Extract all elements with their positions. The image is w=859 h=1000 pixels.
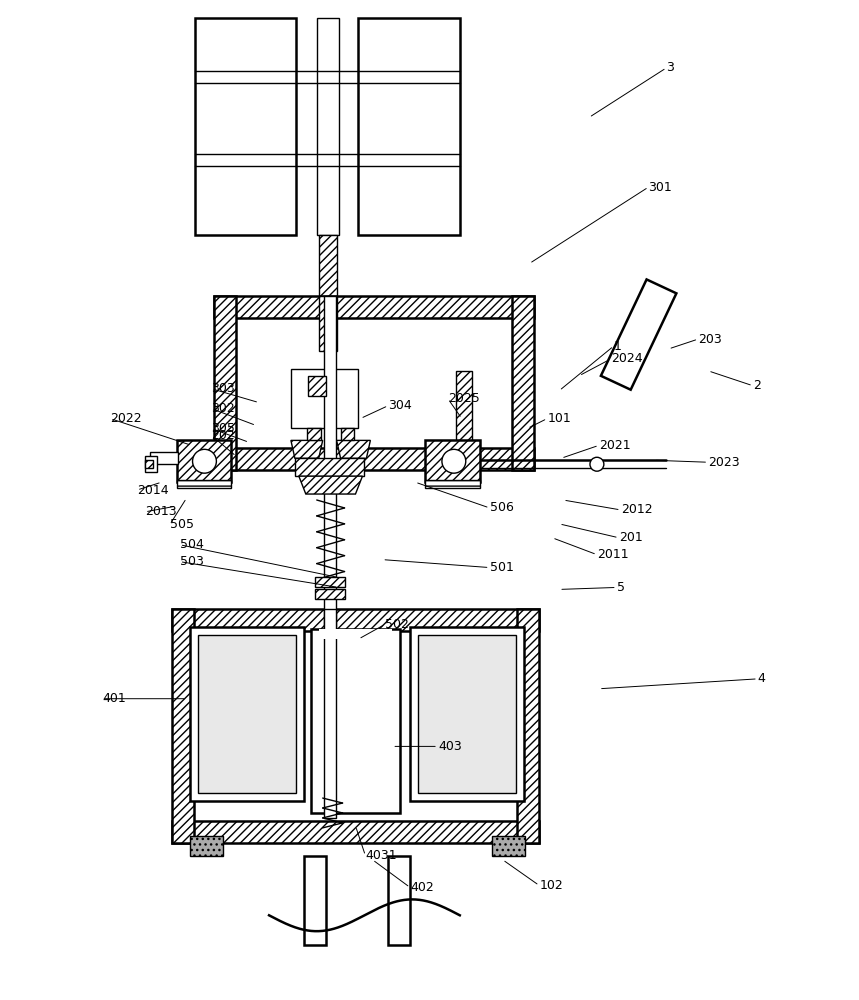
Text: 4031: 4031 bbox=[365, 849, 397, 862]
Bar bbox=[324, 296, 336, 674]
Bar bbox=[314, 577, 344, 587]
Text: 102: 102 bbox=[539, 879, 563, 892]
Bar bbox=[190, 836, 223, 856]
Text: 506: 506 bbox=[490, 501, 514, 514]
Polygon shape bbox=[337, 440, 370, 458]
Polygon shape bbox=[601, 279, 676, 390]
Bar bbox=[418, 635, 516, 793]
Text: 403: 403 bbox=[438, 740, 461, 753]
Bar bbox=[517, 609, 539, 843]
Bar bbox=[177, 440, 231, 482]
Text: 201: 201 bbox=[618, 531, 643, 544]
Bar bbox=[319, 629, 393, 639]
Text: 203: 203 bbox=[698, 333, 722, 346]
Bar bbox=[314, 589, 344, 599]
Bar bbox=[358, 18, 460, 235]
Bar bbox=[149, 452, 178, 464]
Circle shape bbox=[192, 449, 216, 473]
Bar bbox=[319, 296, 337, 351]
Bar bbox=[198, 635, 295, 793]
Text: 4: 4 bbox=[758, 672, 765, 685]
Bar bbox=[193, 631, 517, 821]
Bar bbox=[425, 440, 479, 482]
Bar bbox=[410, 627, 524, 801]
Bar bbox=[177, 480, 231, 488]
Bar bbox=[307, 428, 320, 440]
Bar bbox=[308, 376, 326, 396]
Text: 2024: 2024 bbox=[611, 352, 643, 365]
Bar bbox=[388, 856, 410, 945]
Text: 2025: 2025 bbox=[448, 392, 479, 405]
Text: 2011: 2011 bbox=[597, 548, 629, 561]
Text: 501: 501 bbox=[490, 561, 514, 574]
Bar bbox=[319, 637, 393, 806]
Bar bbox=[340, 428, 355, 440]
Bar bbox=[425, 480, 479, 488]
Text: 101: 101 bbox=[547, 412, 571, 425]
Text: 1: 1 bbox=[614, 340, 622, 353]
Text: 302: 302 bbox=[211, 402, 235, 415]
Text: 303: 303 bbox=[211, 382, 235, 395]
Bar bbox=[145, 456, 157, 472]
Text: 3: 3 bbox=[667, 61, 674, 74]
Text: 5: 5 bbox=[617, 581, 624, 594]
Bar bbox=[291, 369, 358, 428]
Text: 2023: 2023 bbox=[708, 456, 740, 469]
Bar bbox=[319, 235, 337, 296]
Text: 202: 202 bbox=[211, 429, 235, 442]
Bar bbox=[513, 296, 534, 470]
Bar bbox=[295, 458, 364, 476]
Text: 503: 503 bbox=[180, 555, 204, 568]
Text: 504: 504 bbox=[180, 538, 204, 551]
Bar bbox=[190, 627, 304, 801]
Text: 401: 401 bbox=[102, 692, 126, 705]
Bar bbox=[172, 609, 193, 843]
Text: 502: 502 bbox=[386, 618, 409, 631]
Bar bbox=[215, 296, 236, 470]
Text: 2014: 2014 bbox=[137, 484, 168, 497]
Bar bbox=[324, 609, 336, 818]
Text: 505: 505 bbox=[170, 518, 193, 531]
Bar bbox=[311, 629, 400, 813]
Circle shape bbox=[442, 449, 466, 473]
Bar bbox=[215, 296, 534, 318]
Bar bbox=[304, 856, 326, 945]
Text: 2021: 2021 bbox=[599, 439, 631, 452]
Circle shape bbox=[590, 457, 604, 471]
Text: 2022: 2022 bbox=[110, 412, 142, 425]
Text: 2: 2 bbox=[752, 379, 761, 392]
Text: 2013: 2013 bbox=[145, 505, 176, 518]
Text: 304: 304 bbox=[388, 399, 412, 412]
Bar bbox=[172, 821, 539, 843]
Bar bbox=[172, 609, 539, 631]
Bar bbox=[194, 18, 295, 235]
Bar bbox=[145, 460, 153, 468]
Polygon shape bbox=[299, 476, 362, 494]
Bar bbox=[491, 836, 526, 856]
Bar bbox=[236, 318, 513, 448]
Bar bbox=[456, 371, 472, 445]
Text: 301: 301 bbox=[649, 181, 673, 194]
Text: 2012: 2012 bbox=[621, 503, 652, 516]
Bar bbox=[215, 448, 534, 470]
Text: 402: 402 bbox=[410, 881, 434, 894]
Text: 305: 305 bbox=[211, 422, 235, 435]
Bar bbox=[317, 18, 338, 235]
Polygon shape bbox=[291, 440, 323, 458]
